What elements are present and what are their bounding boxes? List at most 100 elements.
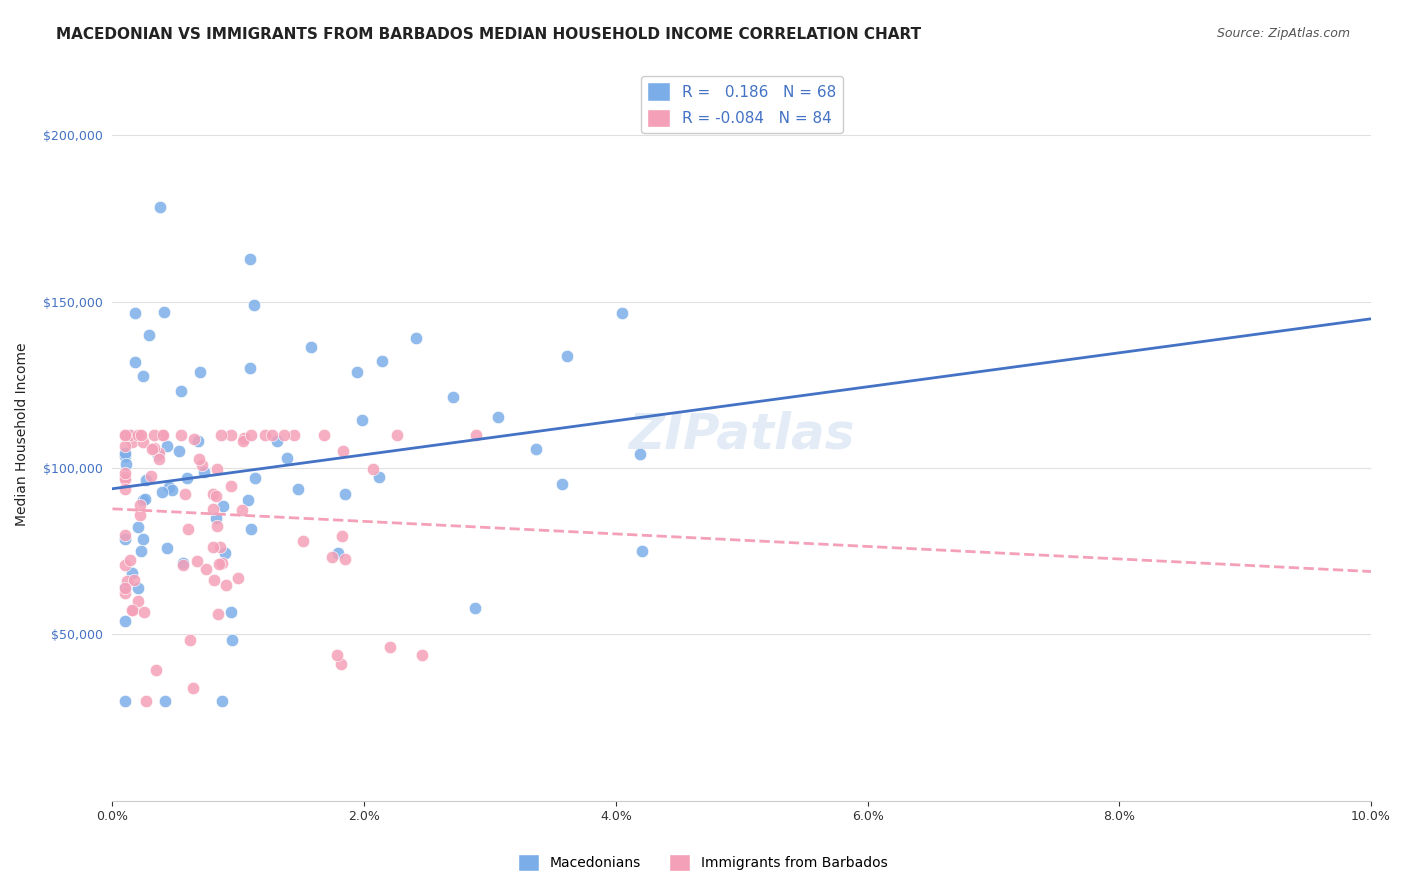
Point [177,522,200,536]
Point [191,458,214,472]
Point [464,600,486,615]
Point [465,427,488,442]
Legend: Macedonians, Immigrants from Barbados: Macedonians, Immigrants from Barbados [513,848,893,876]
Point [385,427,408,442]
Point [156,439,179,453]
Point [124,306,146,320]
Point [333,487,356,501]
Point [132,492,155,507]
Point [127,593,149,607]
Point [186,554,208,568]
Point [188,365,211,379]
Point [132,533,155,547]
Point [332,444,354,458]
Point [135,694,157,708]
Point [153,305,176,319]
Point [141,469,163,483]
Point [170,384,193,399]
Point [127,520,149,534]
Point [486,409,509,424]
Point [240,523,263,537]
Point [201,540,224,554]
Point [150,427,173,442]
Point [114,482,136,496]
Point [330,657,353,671]
Point [121,434,143,449]
Point [114,558,136,572]
Point [114,446,136,460]
Point [114,527,136,541]
Point [134,492,156,507]
Point [361,462,384,476]
Point [231,503,253,517]
Point [291,534,314,549]
Point [157,480,180,494]
Point [207,607,229,621]
Point [333,552,356,566]
Point [346,365,368,379]
Point [170,427,193,442]
Point [120,428,142,442]
Point [287,482,309,496]
Point [630,544,652,558]
Point [121,603,143,617]
Point [253,427,276,442]
Point [202,501,225,516]
Point [148,445,170,459]
Point [380,640,402,654]
Point [610,306,633,320]
Point [114,438,136,452]
Point [212,499,235,513]
Point [143,427,166,442]
Point [330,529,353,543]
Point [183,433,205,447]
Point [129,427,152,442]
Point [283,427,305,442]
Point [188,452,211,467]
Text: Source: ZipAtlas.com: Source: ZipAtlas.com [1216,27,1350,40]
Point [135,473,157,487]
Point [368,470,391,484]
Point [239,427,262,442]
Point [114,449,136,463]
Point [205,462,228,476]
Point [350,413,373,427]
Point [202,574,225,588]
Point [141,442,163,456]
Point [173,486,195,500]
Point [441,391,464,405]
Point [114,532,136,546]
Point [211,694,233,708]
Point [232,431,254,445]
Point [114,586,136,600]
Point [312,427,335,442]
Point [138,328,160,343]
Point [195,562,218,576]
Point [114,580,136,594]
Point [555,349,578,363]
Point [114,466,136,480]
Legend: R =   0.186   N = 68, R = -0.084   N = 84: R = 0.186 N = 68, R = -0.084 N = 84 [641,76,842,133]
Point [273,427,295,442]
Point [114,427,136,442]
Point [114,582,136,596]
Point [266,434,288,448]
Point [124,573,146,587]
Point [179,633,201,648]
Point [204,510,226,524]
Point [160,483,183,497]
Point [117,428,139,442]
Point [128,508,150,523]
Point [114,614,136,628]
Point [149,200,172,214]
Point [120,553,142,567]
Point [148,451,170,466]
Point [299,340,322,354]
Text: MACEDONIAN VS IMMIGRANTS FROM BARBADOS MEDIAN HOUSEHOLD INCOME CORRELATION CHART: MACEDONIAN VS IMMIGRANTS FROM BARBADOS M… [56,27,921,42]
Point [239,361,262,376]
Point [193,465,215,479]
Point [117,574,139,588]
Point [276,451,298,466]
Point [128,499,150,513]
Point [405,330,427,344]
